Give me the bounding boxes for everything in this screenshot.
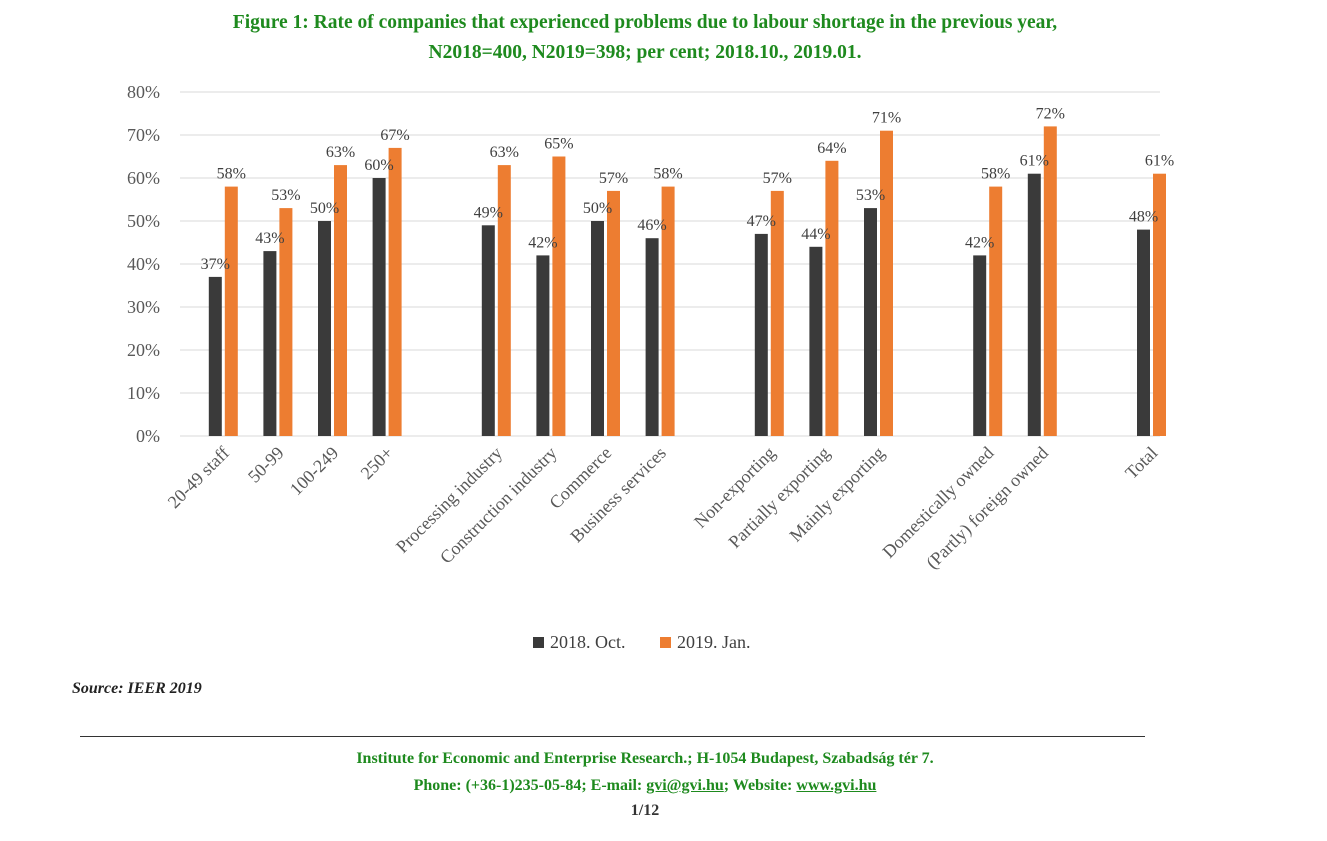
data-label: 63% bbox=[326, 144, 355, 161]
bar-2019 bbox=[1153, 173, 1166, 436]
bar-2019 bbox=[224, 186, 238, 436]
bar-2018 bbox=[208, 276, 222, 436]
legend-label: 2019. Jan. bbox=[677, 632, 751, 652]
data-label: 64% bbox=[817, 140, 846, 157]
data-label: 58% bbox=[217, 166, 246, 183]
data-label: 44% bbox=[801, 226, 830, 243]
y-tick-label: 80% bbox=[127, 82, 160, 102]
bar-2019 bbox=[661, 186, 675, 436]
data-label: 58% bbox=[653, 166, 682, 183]
bar-2019 bbox=[552, 156, 566, 436]
bar-chart: 0% 10% 20% 30% 40% 50% 60% 70% 80% 37% 43% 50% 60% 4… bbox=[127, 82, 1175, 652]
bar-2019 bbox=[825, 160, 839, 437]
bar-2018 bbox=[263, 251, 277, 436]
data-label: 53% bbox=[271, 187, 300, 204]
data-label: 65% bbox=[544, 136, 573, 153]
footer-contact: Phone: (+36-1)235-05-84; E-mail: gvi@gvi… bbox=[0, 777, 1290, 795]
bar-2018 bbox=[864, 208, 877, 436]
y-tick-label: 40% bbox=[127, 254, 160, 274]
data-label: 58% bbox=[981, 166, 1010, 183]
bar-2018 bbox=[973, 255, 987, 436]
y-axis-ticks: 0% 10% 20% 30% 40% 50% 60% 70% 80% bbox=[127, 82, 160, 446]
bar-2018 bbox=[1137, 229, 1150, 436]
x-tick-label: 50-99 bbox=[244, 443, 288, 487]
bar-2019 bbox=[279, 208, 293, 436]
data-label: 42% bbox=[528, 234, 557, 251]
footer-divider bbox=[80, 736, 1145, 737]
data-label: 49% bbox=[474, 204, 503, 221]
source-note: Source: IEER 2019 bbox=[72, 680, 202, 697]
bar-2019 bbox=[607, 190, 620, 436]
y-tick-label: 0% bbox=[136, 426, 160, 446]
x-tick-label: Total bbox=[1121, 443, 1161, 483]
bar-2018 bbox=[536, 255, 550, 436]
x-tick-label: Business services bbox=[566, 443, 670, 547]
bar-2018 bbox=[809, 246, 823, 436]
y-tick-label: 10% bbox=[127, 383, 160, 403]
bar-2018 bbox=[754, 233, 768, 436]
y-tick-label: 50% bbox=[127, 211, 160, 231]
bar-2018 bbox=[481, 225, 495, 436]
bar-2019 bbox=[497, 165, 511, 436]
data-label: 61% bbox=[1145, 153, 1174, 170]
data-label: 50% bbox=[310, 200, 339, 217]
data-label: 50% bbox=[583, 200, 612, 217]
title-line-1: Figure 1: Rate of companies that experie… bbox=[232, 12, 1058, 33]
bar-2019 bbox=[334, 165, 347, 436]
data-label: 67% bbox=[380, 127, 409, 144]
data-label: 42% bbox=[965, 234, 994, 251]
bar-2019 bbox=[770, 190, 784, 436]
footer-address: Institute for Economic and Enterprise Re… bbox=[356, 750, 934, 767]
y-tick-label: 20% bbox=[127, 340, 160, 360]
bar-2018 bbox=[318, 221, 331, 436]
y-tick-label: 60% bbox=[127, 168, 160, 188]
phone-label: Phone: (+36-1)235-05-84; E-mail: bbox=[413, 777, 647, 794]
data-label: 57% bbox=[763, 170, 792, 187]
bar-2018 bbox=[645, 238, 659, 436]
x-tick-label: 250+ bbox=[357, 443, 397, 483]
data-label: 53% bbox=[856, 187, 885, 204]
bar-2018 bbox=[372, 178, 386, 436]
data-label: 37% bbox=[201, 256, 230, 273]
bars bbox=[208, 126, 1166, 437]
bar-2018 bbox=[1027, 173, 1041, 436]
x-tick-label: 100-249 bbox=[286, 443, 343, 500]
bar-2019 bbox=[880, 130, 893, 436]
legend-label: 2018. Oct. bbox=[550, 632, 626, 652]
data-label: 72% bbox=[1036, 105, 1065, 122]
data-label: 48% bbox=[1129, 209, 1158, 226]
legend: 2018. Oct. 2019. Jan. bbox=[533, 632, 751, 652]
data-labels: 37% 43% 50% 60% 49% 42% 50% 46% 47% 44% 53% 42% 61% 4… bbox=[201, 105, 1175, 273]
bar-2018 bbox=[591, 221, 604, 436]
legend-swatch bbox=[533, 637, 544, 648]
x-tick-label: Mainly exporting bbox=[785, 443, 888, 546]
chart-title: Figure 1: Rate of companies that experie… bbox=[0, 8, 1290, 68]
x-tick-label: Partially exporting bbox=[724, 443, 833, 552]
title-line-2: N2018=400, N2019=398; per cent; 2018.10.… bbox=[428, 42, 862, 63]
legend-swatch bbox=[660, 637, 671, 648]
y-tick-label: 30% bbox=[127, 297, 160, 317]
x-tick-label: 20-49 staff bbox=[164, 443, 233, 512]
website-label: ; Website: bbox=[723, 777, 797, 794]
email-link[interactable]: gvi@gvi.hu bbox=[646, 777, 724, 794]
bar-2019 bbox=[989, 186, 1003, 436]
bar-2019 bbox=[1043, 126, 1057, 437]
data-label: 57% bbox=[599, 170, 628, 187]
data-label: 71% bbox=[872, 110, 901, 127]
data-label: 61% bbox=[1020, 153, 1049, 170]
data-label: 46% bbox=[637, 217, 666, 234]
website-link[interactable]: www.gvi.hu bbox=[796, 777, 877, 794]
page-number: 1/12 bbox=[630, 802, 660, 819]
y-tick-label: 70% bbox=[127, 125, 160, 145]
bar-2019 bbox=[388, 147, 402, 436]
data-label: 47% bbox=[747, 213, 776, 230]
data-label: 60% bbox=[364, 157, 393, 174]
data-label: 63% bbox=[490, 144, 519, 161]
data-label: 43% bbox=[255, 230, 284, 247]
